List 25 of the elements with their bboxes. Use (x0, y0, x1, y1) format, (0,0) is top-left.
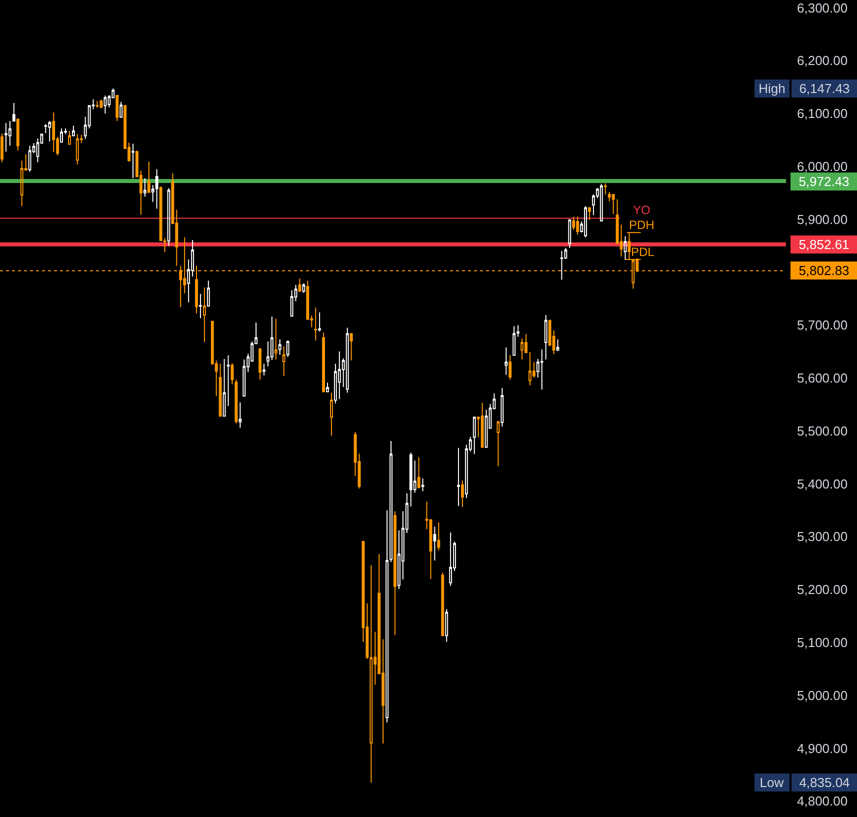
text: 4,835.04 (799, 775, 850, 790)
ref-line-label: 5,852.61 (798, 237, 850, 252)
annotation: High (758, 81, 786, 96)
y-tick-label: 4,800.00 (797, 794, 848, 809)
y-tick-label: 5,400.00 (797, 476, 848, 492)
y-tick-label: 5,500.00 (797, 423, 848, 438)
y-tick-label: 5,300.00 (797, 529, 848, 544)
y-tick-label: 6,000.00 (797, 158, 848, 174)
y-tick-label: 5,200.00 (797, 582, 848, 598)
y-tick-label: 6,100.00 (797, 106, 848, 122)
annotation: Low (760, 775, 784, 790)
ref-line-label: YO (633, 203, 650, 217)
ref-line-label: PDH (629, 218, 654, 232)
y-tick-label: 5,100.00 (797, 635, 848, 650)
ref-line-label: PDL (631, 245, 655, 259)
ref-line-label: 5,802.83 (798, 263, 850, 278)
text: 6,147.43 (799, 81, 850, 96)
y-tick-label: 5,900.00 (797, 212, 848, 227)
y-tick-label: 6,200.00 (797, 53, 848, 68)
y-tick-label: 5,000.00 (797, 688, 848, 703)
ref-line-label: 5,972.43 (798, 174, 850, 189)
y-tick-label: 6,300.00 (797, 0, 848, 16)
y-tick-label: 5,600.00 (797, 370, 848, 386)
y-tick-label: 4,900.00 (797, 740, 848, 756)
y-tick-label: 5,700.00 (797, 318, 848, 333)
